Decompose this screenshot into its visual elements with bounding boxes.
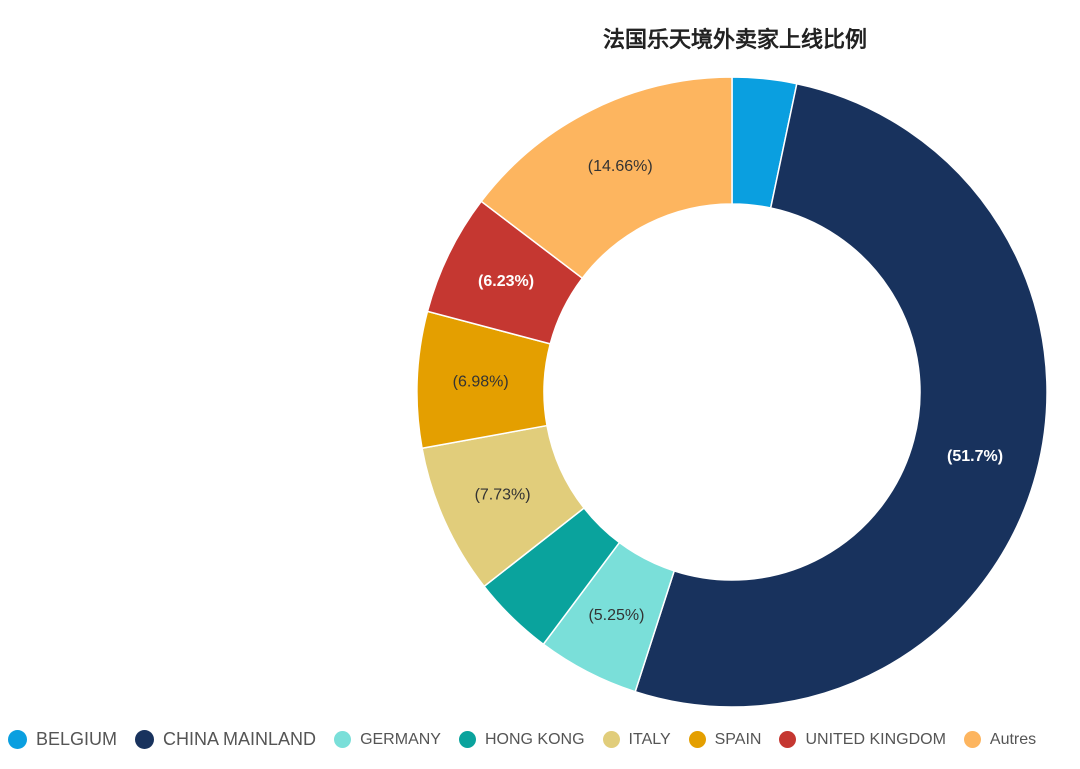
- legend-swatch: [602, 731, 620, 748]
- legend-label: GERMANY: [360, 730, 441, 748]
- legend-label: Autres: [989, 730, 1037, 748]
- legend-swatch: [334, 731, 352, 748]
- legend-item-united-kingdom: UNITED KINGDOM: [779, 730, 946, 749]
- donut-chart: (51.7%) (5.25%) (7.73%) (6.98%) (6.23%) (14.6…: [416, 76, 1048, 708]
- legend-item-hong-kong: HONG KONG: [458, 730, 585, 749]
- slice-label-italy: (7.73%): [475, 487, 531, 504]
- legend-swatch: [963, 731, 981, 748]
- chart-title: 法国乐天境外卖家上线比例: [602, 28, 867, 53]
- legend-label: BELGIUM: [36, 729, 118, 749]
- slice-label-autres: (14.66%): [588, 158, 653, 175]
- legend-label: SPAIN: [714, 730, 762, 748]
- legend-swatch: [688, 731, 706, 748]
- legend-swatch: [779, 731, 797, 748]
- legend-item-autres: Autres: [963, 730, 1037, 749]
- legend-item-belgium: BELGIUM: [8, 729, 117, 750]
- slice-china-mainland: [634, 82, 1048, 708]
- legend-label: ITALY: [628, 730, 671, 748]
- legend-item-italy: ITALY: [602, 730, 671, 749]
- legend-item-spain: SPAIN: [688, 730, 762, 749]
- legend-label: CHINA MAINLAND: [163, 729, 317, 749]
- chart-legend: BELGIUM CHINA MAINLAND GERMANY HONG KONG ITA…: [8, 729, 1078, 750]
- legend-label: HONG KONG: [484, 730, 585, 748]
- legend-swatch: [135, 730, 155, 749]
- slice-autres: [480, 76, 733, 280]
- slice-label-spain: (6.98%): [453, 374, 509, 391]
- legend-item-china-mainland: CHINA MAINLAND: [135, 729, 316, 750]
- legend-swatch: [458, 731, 476, 748]
- slice-label-china-mainland: (51.7%): [947, 448, 1003, 465]
- slice-label-germany: (5.25%): [588, 607, 644, 624]
- slice-label-united-kingdom: (6.23%): [478, 273, 534, 290]
- legend-swatch: [8, 730, 27, 749]
- legend-label: UNITED KINGDOM: [805, 730, 946, 748]
- legend-item-germany: GERMANY: [334, 731, 441, 749]
